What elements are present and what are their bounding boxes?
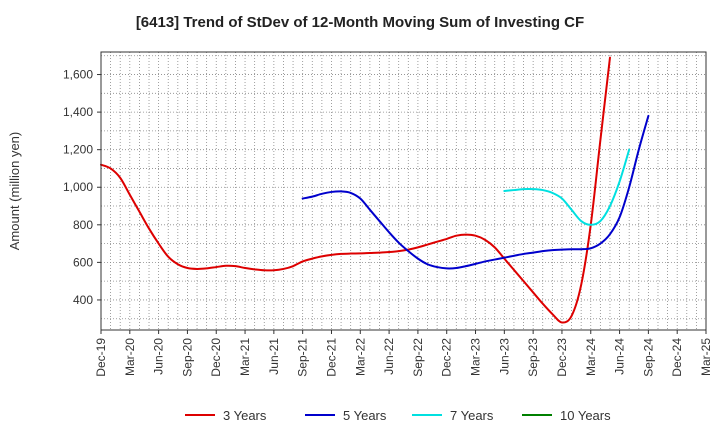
x-tick-label: Mar-24 — [584, 338, 598, 376]
x-tick-label: Dec-19 — [94, 338, 108, 377]
x-tick-label: Dec-21 — [324, 338, 338, 377]
x-tick-label: Sep-23 — [526, 338, 540, 377]
x-tick-label: Jun-21 — [267, 338, 281, 375]
y-tick-label: 800 — [73, 218, 93, 232]
x-tick-label: Sep-22 — [411, 338, 425, 377]
x-tick-label: Mar-23 — [469, 338, 483, 376]
series-line-5-years — [301, 114, 650, 270]
legend-label: 5 Years — [343, 408, 387, 423]
x-tick-label: Jun-22 — [382, 338, 396, 375]
y-tick-label: 1,600 — [63, 68, 93, 82]
x-tick-label: Dec-24 — [670, 338, 684, 377]
x-tick-label: Sep-24 — [641, 338, 655, 377]
y-tick-label: 1,400 — [63, 105, 93, 119]
series-line-3-years — [100, 56, 611, 324]
x-tick-label: Sep-21 — [296, 338, 310, 377]
x-tick-label: Dec-22 — [440, 338, 454, 377]
y-tick-label: 400 — [73, 293, 93, 307]
y-axis-label: Amount (million yen) — [7, 132, 22, 251]
x-tick-label: Jun-24 — [613, 338, 627, 375]
x-tick-label: Dec-23 — [555, 338, 569, 377]
plot-frame — [100, 51, 707, 331]
x-tick-label: Jun-23 — [497, 338, 511, 375]
x-tick-label: Dec-20 — [209, 338, 223, 377]
series-lines — [100, 56, 650, 324]
x-tick-label: Mar-21 — [238, 338, 252, 376]
chart-title: [6413] Trend of StDev of 12-Month Moving… — [135, 14, 585, 31]
x-tick-label: Jun-20 — [152, 338, 166, 375]
y-tick-label: 1,000 — [63, 180, 93, 194]
legend: 3 Years 5 Years 7 Years 10 Years — [185, 408, 611, 423]
y-tick-label: 1,200 — [63, 143, 93, 157]
legend-label: 10 Years — [560, 408, 611, 423]
axes: 400 600 800 1,000 1,200 1,400 1,600 Dec-19 Mar-2… — [63, 51, 713, 377]
y-tick-label: 600 — [73, 255, 93, 269]
x-tick-label: Sep-20 — [180, 338, 194, 377]
legend-label: 3 Years — [223, 408, 267, 423]
x-tick-label: Mar-25 — [699, 338, 713, 376]
legend-label: 7 Years — [450, 408, 494, 423]
x-tick-label: Mar-20 — [123, 338, 137, 376]
x-tick-label: Mar-22 — [353, 338, 367, 376]
series-line-7-years — [503, 148, 631, 226]
